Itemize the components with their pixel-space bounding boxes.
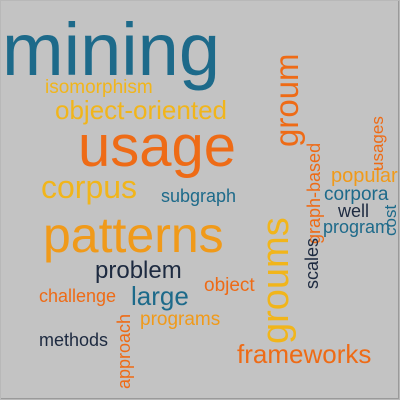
word-program: program — [323, 217, 391, 237]
word-object: object — [204, 275, 255, 296]
word-corpora: corpora — [324, 184, 389, 205]
word-large: large — [131, 281, 189, 311]
word-cost: cost — [381, 204, 400, 236]
word-well: well — [338, 201, 370, 221]
word-graph-based: graph-based — [304, 142, 324, 244]
word-methods: methods — [39, 330, 109, 350]
word-usages: usages — [368, 116, 387, 171]
word-frameworks: frameworks — [237, 339, 372, 369]
word-approach: approach — [114, 313, 134, 389]
word-programs: programs — [140, 309, 221, 330]
word-popular: popular — [331, 165, 398, 187]
word-subgraph: subgraph — [161, 186, 237, 206]
word-usage: usage — [78, 114, 237, 179]
word-corpus: corpus — [41, 169, 138, 205]
word-patterns: patterns — [43, 207, 224, 263]
word-groum: groum — [268, 53, 305, 147]
word-mining: mining — [2, 8, 220, 91]
word-isomorphism: isomorphism — [45, 77, 153, 98]
word-problem: problem — [95, 257, 182, 284]
word-object-oriented: object-oriented — [55, 95, 227, 125]
word-groums: groums — [255, 217, 297, 344]
word-challenge: challenge — [39, 286, 117, 306]
word-scales: scales — [302, 237, 322, 289]
